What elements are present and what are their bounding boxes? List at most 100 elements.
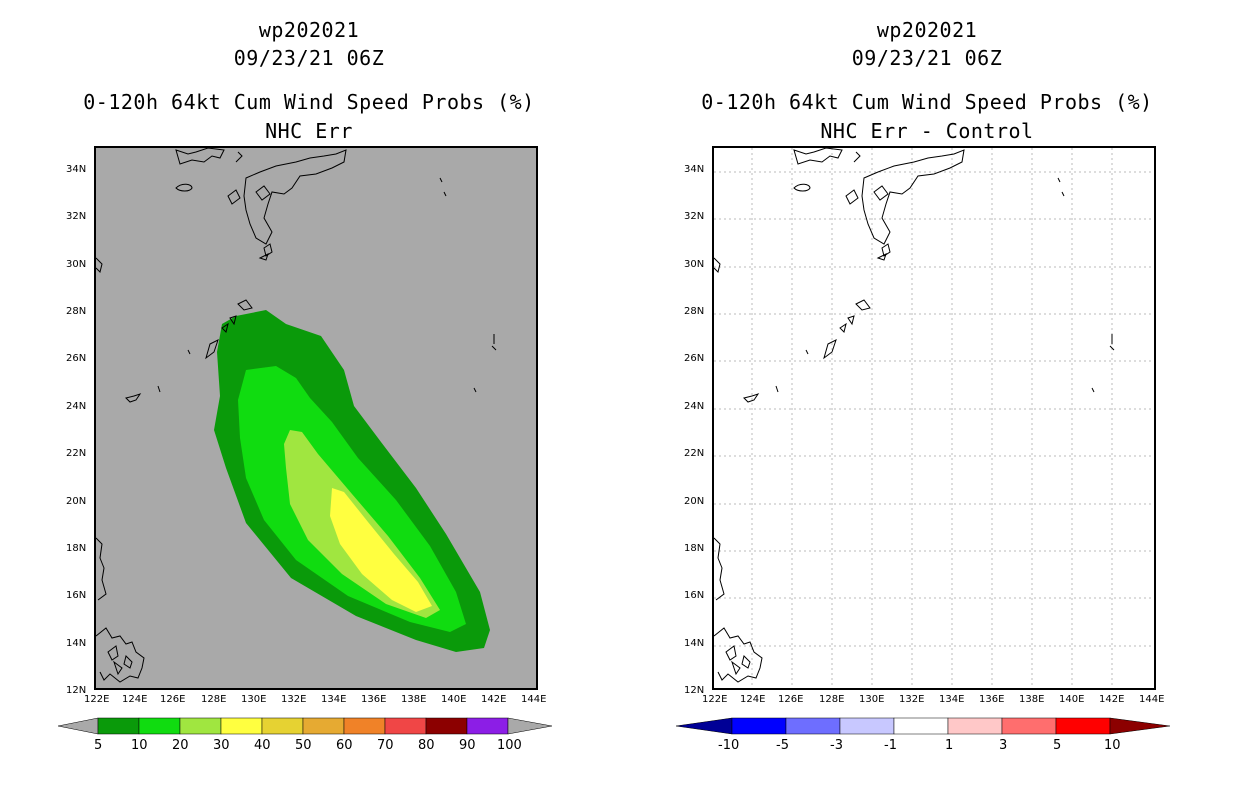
subtitle: NHC Err xyxy=(265,119,353,143)
lat-label-18n: 18N xyxy=(684,543,705,554)
lon-label-140e: 140E xyxy=(1059,694,1085,705)
lon-label-122e: 122E xyxy=(702,694,728,705)
gridlines xyxy=(714,148,1154,688)
colorbar-left-arrow-high xyxy=(507,717,553,735)
colorbar-right-label: -1 xyxy=(884,738,897,753)
colorbar-right-box-3-5 xyxy=(1001,717,1057,735)
coastlines-left xyxy=(96,148,497,683)
product-title: 0-120h 64kt Cum Wind Speed Probs (%) xyxy=(701,90,1153,114)
colorbar-left-box-70-80 xyxy=(384,717,427,735)
lat-label-30n: 30N xyxy=(684,259,705,270)
colorbar-left-label: 90 xyxy=(459,738,476,753)
lat-label-20n: 20N xyxy=(66,496,87,507)
left-panel: wp202021 09/23/21 06Z 0-120h 64kt Cum Wi… xyxy=(58,18,553,753)
colorbar-left-label: 5 xyxy=(94,738,103,753)
lat-label-22n: 22N xyxy=(66,448,87,459)
date-time-title: 09/23/21 06Z xyxy=(851,46,1003,70)
lon-label-144e: 144E xyxy=(521,694,547,705)
lon-label-126e: 126E xyxy=(160,694,186,705)
colorbar-right-label: 1 xyxy=(945,738,954,753)
colorbar-right-label: -10 xyxy=(718,738,740,753)
lat-label-26n: 26N xyxy=(684,353,705,364)
lon-label-128e: 128E xyxy=(201,694,227,705)
coastlines-right xyxy=(714,148,1115,683)
colorbar-left-label: 80 xyxy=(418,738,435,753)
storm-id-title: wp202021 xyxy=(258,18,360,42)
lat-label-28n: 28N xyxy=(66,306,87,317)
colorbar-left-box-20-30 xyxy=(179,717,222,735)
colorbar-right-label: -5 xyxy=(776,738,789,753)
probability-map-svg xyxy=(96,148,497,683)
prob-contour-30 xyxy=(330,488,432,612)
colorbar-left xyxy=(58,717,553,735)
date-time-title: 09/23/21 06Z xyxy=(233,46,385,70)
colorbar-left-label: 30 xyxy=(213,738,230,753)
lon-label-132e: 132E xyxy=(899,694,925,705)
colorbar-left-label: 40 xyxy=(254,738,271,753)
colorbar-right-arrow-low xyxy=(676,717,733,735)
lat-label-20n: 20N xyxy=(684,496,705,507)
lon-label-132e: 132E xyxy=(281,694,307,705)
colorbar-right-arrow-high xyxy=(1109,717,1171,735)
lat-label-26n: 26N xyxy=(66,353,87,364)
colorbar-right-box-m10-m5 xyxy=(731,717,787,735)
lat-label-32n: 32N xyxy=(66,211,87,222)
colorbar-left-arrow-low xyxy=(58,717,99,735)
lat-label-34n: 34N xyxy=(684,164,705,175)
lat-label-14n: 14N xyxy=(66,638,87,649)
lon-label-142e: 142E xyxy=(481,694,507,705)
lat-label-34n: 34N xyxy=(66,164,87,175)
lon-label-134e: 134E xyxy=(939,694,965,705)
colorbar-right xyxy=(676,717,1171,735)
colorbar-left-label: 60 xyxy=(336,738,353,753)
lon-label-134e: 134E xyxy=(321,694,347,705)
colorbar-left-box-10-20 xyxy=(138,717,181,735)
lat-label-14n: 14N xyxy=(684,638,705,649)
lat-label-28n: 28N xyxy=(684,306,705,317)
lat-label-16n: 16N xyxy=(684,590,705,601)
lon-label-130e: 130E xyxy=(241,694,267,705)
difference-map-svg xyxy=(714,148,1154,688)
colorbar-left-label: 50 xyxy=(295,738,312,753)
lat-label-12n: 12N xyxy=(66,685,87,696)
lon-label-138e: 138E xyxy=(401,694,427,705)
colorbar-left-box-80-90 xyxy=(425,717,468,735)
colorbar-left-box-40-50 xyxy=(261,717,304,735)
lon-label-130e: 130E xyxy=(859,694,885,705)
colorbar-left-label: 10 xyxy=(131,738,148,753)
colorbar-right-label: 10 xyxy=(1104,738,1121,753)
probability-map[interactable] xyxy=(94,146,538,690)
lon-label-144e: 144E xyxy=(1139,694,1165,705)
lon-label-122e: 122E xyxy=(84,694,110,705)
colorbar-left-box-5-10 xyxy=(97,717,140,735)
lon-label-140e: 140E xyxy=(441,694,467,705)
lat-label-30n: 30N xyxy=(66,259,87,270)
product-title: 0-120h 64kt Cum Wind Speed Probs (%) xyxy=(83,90,535,114)
lat-label-24n: 24N xyxy=(66,401,87,412)
colorbar-right-box-1-3 xyxy=(947,717,1003,735)
lon-label-136e: 136E xyxy=(361,694,387,705)
colorbar-right-label: 3 xyxy=(999,738,1008,753)
colorbar-left-box-30-40 xyxy=(220,717,263,735)
lat-label-18n: 18N xyxy=(66,543,87,554)
subtitle: NHC Err - Control xyxy=(820,119,1034,143)
lon-label-142e: 142E xyxy=(1099,694,1125,705)
right-panel: wp202021 09/23/21 06Z 0-120h 64kt Cum Wi… xyxy=(618,0,1236,800)
colorbar-right-label: -3 xyxy=(830,738,843,753)
colorbar-right-label: 5 xyxy=(1053,738,1062,753)
difference-map[interactable] xyxy=(712,146,1156,690)
colorbar-right-box-5-10 xyxy=(1055,717,1111,735)
colorbar-right-box-m5-m3 xyxy=(785,717,841,735)
colorbar-left-label: 70 xyxy=(377,738,394,753)
lat-label-22n: 22N xyxy=(684,448,705,459)
lat-label-12n: 12N xyxy=(684,685,705,696)
lon-label-128e: 128E xyxy=(819,694,845,705)
colorbar-right-box-m3-m1 xyxy=(839,717,895,735)
lon-label-136e: 136E xyxy=(979,694,1005,705)
storm-id-title: wp202021 xyxy=(876,18,978,42)
lon-label-126e: 126E xyxy=(778,694,804,705)
lon-label-124e: 124E xyxy=(122,694,148,705)
colorbar-left-label: 100 xyxy=(497,738,522,753)
colorbar-right-box-m1-1 xyxy=(893,717,949,735)
lat-label-16n: 16N xyxy=(66,590,87,601)
